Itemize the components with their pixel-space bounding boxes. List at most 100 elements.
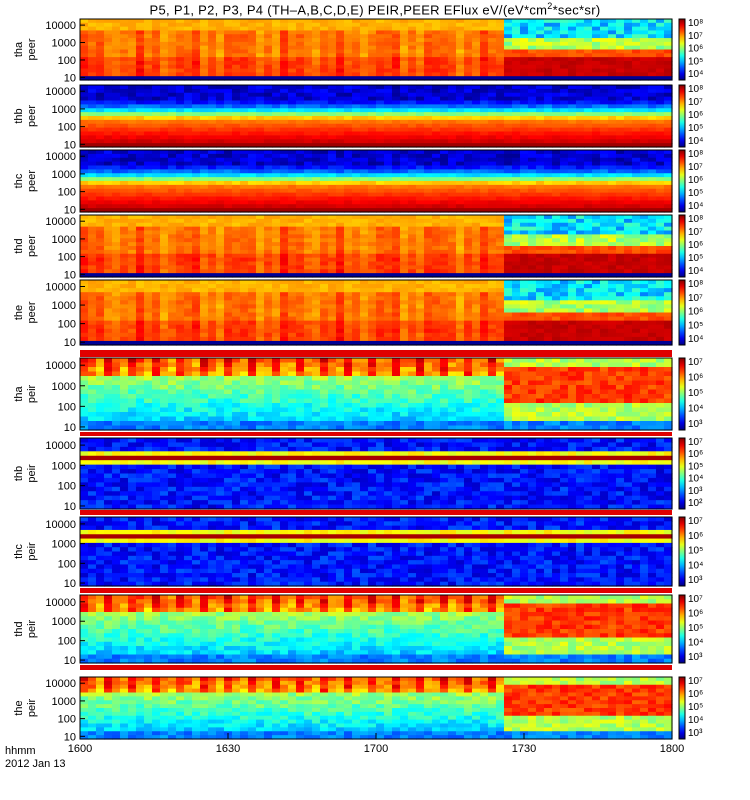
colorbar-tick-label: 10⁴: [688, 69, 703, 80]
heatmap-cell: [224, 96, 233, 102]
heatmap-cell: [344, 100, 353, 105]
heatmap-cell: [152, 119, 161, 125]
heatmap-cell: [416, 34, 425, 39]
heatmap-cell: [648, 104, 657, 109]
heatmap-cell: [368, 196, 377, 201]
heatmap-cell: [232, 116, 241, 121]
heatmap-cell: [560, 234, 569, 239]
heatmap-cell: [176, 261, 185, 266]
heatmap-cell: [280, 208, 289, 213]
heatmap-cell: [160, 127, 169, 133]
heatmap-cell: [392, 234, 401, 239]
heatmap-cell: [264, 123, 273, 129]
heatmap-cell: [320, 68, 329, 73]
heatmap-cell: [432, 104, 441, 109]
heatmap-cell: [328, 19, 337, 24]
heatmap-cell: [320, 45, 329, 51]
heatmap-cell: [328, 85, 337, 90]
heatmap-cell: [424, 165, 433, 170]
heatmap-cell: [368, 116, 377, 121]
heatmap-cell: [168, 104, 177, 109]
heatmap-cell: [432, 76, 441, 81]
heatmap-cell: [312, 26, 321, 32]
heatmap-cell: [648, 123, 657, 129]
heatmap-cell: [80, 104, 89, 109]
heatmap-cell: [544, 76, 553, 81]
y-tick-label: 10: [64, 204, 76, 216]
heatmap-cell: [400, 238, 409, 243]
heatmap-cell: [608, 116, 617, 121]
heatmap-cell: [192, 57, 201, 62]
heatmap-cell: [176, 119, 185, 125]
heatmap-cell: [488, 104, 497, 109]
heatmap-cell: [232, 242, 241, 247]
heatmap-cell: [504, 150, 513, 155]
heatmap-cell: [424, 215, 433, 220]
heatmap-cell: [560, 157, 569, 163]
heatmap-cell: [648, 273, 657, 278]
heatmap-cell: [312, 188, 321, 194]
heatmap-cell: [304, 184, 313, 190]
heatmap-cell: [600, 253, 609, 259]
heatmap-cell: [488, 173, 497, 178]
heatmap-cell: [528, 204, 537, 209]
heatmap-cell: [592, 85, 601, 90]
heatmap-cell: [224, 26, 233, 32]
heatmap-cell: [520, 127, 529, 133]
heatmap-cell: [184, 257, 193, 263]
heatmap-cell: [528, 208, 537, 213]
heatmap-cell: [360, 49, 369, 54]
heatmap-cell: [616, 208, 625, 213]
heatmap-cell: [392, 30, 401, 35]
heatmap-cell: [552, 230, 561, 235]
heatmap-cell: [376, 177, 385, 182]
heatmap-cell: [120, 68, 129, 73]
heatmap-cell: [560, 208, 569, 213]
heatmap-cell: [216, 173, 225, 178]
heatmap-cell: [256, 273, 265, 278]
heatmap-cell: [128, 188, 137, 194]
heatmap-cell: [152, 300, 161, 305]
heatmap-cell: [104, 196, 113, 201]
heatmap-cell: [80, 208, 89, 213]
heatmap-cell: [248, 257, 257, 263]
heatmap-cell: [176, 108, 185, 113]
heatmap-cell: [336, 41, 345, 47]
heatmap-cell: [136, 312, 145, 318]
y-tick-label: 100: [58, 187, 76, 199]
heatmap-cell: [176, 60, 185, 66]
heatmap-cell: [208, 100, 217, 105]
heatmap-cell: [104, 308, 113, 314]
heatmap-cell: [280, 204, 289, 209]
heatmap-cell: [200, 26, 209, 32]
heatmap-cell: [296, 196, 305, 201]
heatmap-cell: [504, 181, 513, 186]
heatmap-cell: [552, 165, 561, 170]
heatmap-cell: [560, 150, 569, 155]
heatmap-cell: [624, 85, 633, 90]
heatmap-cell: [496, 68, 505, 73]
heatmap-cell: [600, 116, 609, 121]
heatmap-cell: [144, 38, 153, 43]
heatmap-cell: [320, 88, 329, 94]
heatmap-cell: [440, 49, 449, 54]
heatmap-cell: [112, 85, 121, 90]
heatmap-cell: [304, 181, 313, 186]
heatmap-cell: [288, 169, 297, 174]
heatmap-cell: [640, 45, 649, 51]
heatmap-cell: [448, 112, 457, 117]
heatmap-cell: [440, 143, 449, 148]
heatmap-cell: [184, 22, 193, 28]
heatmap-cell: [624, 253, 633, 259]
colorbar-tick-label: 10⁷: [688, 162, 703, 173]
heatmap-cell: [384, 135, 393, 140]
heatmap-cell: [232, 181, 241, 186]
heatmap-cell: [280, 96, 289, 102]
heatmap-cell: [664, 88, 673, 94]
heatmap-cell: [416, 96, 425, 102]
heatmap-cell: [312, 150, 321, 155]
heatmap-cell: [112, 253, 121, 259]
heatmap-cell: [200, 116, 209, 121]
heatmap-cell: [360, 204, 369, 209]
heatmap-cell: [152, 100, 161, 105]
